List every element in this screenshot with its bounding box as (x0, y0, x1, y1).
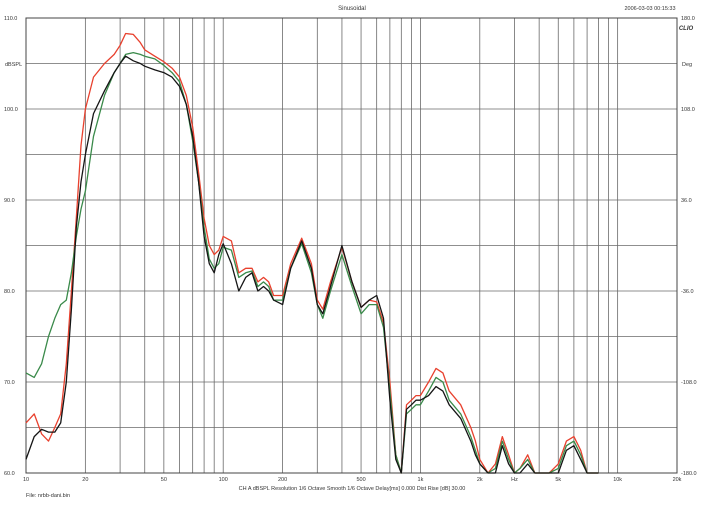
chart-title: Sinusoidal (338, 6, 366, 12)
y-right-tick-label: -108.0 (681, 380, 697, 386)
x-tick-label: 1k (418, 477, 424, 483)
y-right-tick-label: 108.0 (681, 107, 695, 113)
y-axis-label-right: Deg (682, 62, 692, 68)
series-group (25, 32, 599, 474)
chart-footer: CH A dBSPL Resolution 1/6 Octave Smooth … (239, 486, 466, 492)
y-axis-label-left: dBSPL (5, 62, 22, 68)
y-tick-label: 60.0 (4, 471, 15, 477)
y-right-tick-label: 180.0 (681, 16, 695, 22)
y-tick-label: 110.0 (4, 16, 17, 22)
file-label: File: nrbb-dani.bin (26, 493, 70, 499)
x-tick-labels: 10 20 50 100 200 500 1k 2k Hz 5k 10k 20k (23, 477, 682, 483)
y-tick-label: 80.0 (4, 289, 15, 295)
y-right-tick-label: -180.0 (681, 471, 697, 477)
y-tick-label: 100.0 (4, 107, 18, 113)
x-tick-label: Hz (511, 477, 518, 483)
chart-timestamp: 2006-03-03 00:15:33 (624, 6, 675, 12)
series-line-1 (25, 32, 599, 474)
x-tick-label: 100 (219, 477, 228, 483)
y-tick-label: 90.0 (4, 198, 15, 204)
x-tick-label: 10 (23, 477, 29, 483)
x-tick-label: 5k (555, 477, 561, 483)
y-tick-label: 70.0 (4, 380, 15, 386)
x-tick-label: 200 (278, 477, 287, 483)
clio-logo: CLIO (679, 26, 694, 32)
y-tick-labels: 110.0 100.0 90.0 80.0 70.0 60.0 180.0 108.0 36.0… (4, 16, 697, 477)
x-tick-label: 20k (673, 477, 682, 483)
x-tick-label: 50 (161, 477, 167, 483)
x-tick-label: 10k (613, 477, 622, 483)
x-tick-label: 2k (477, 477, 483, 483)
plot-frame (25, 17, 678, 474)
y-right-tick-label: -36.0 (681, 289, 694, 295)
x-tick-label: 500 (356, 477, 365, 483)
series-line-3 (25, 55, 599, 474)
y-right-tick-label: 36.0 (681, 198, 692, 204)
x-tick-label: 20 (82, 477, 88, 483)
